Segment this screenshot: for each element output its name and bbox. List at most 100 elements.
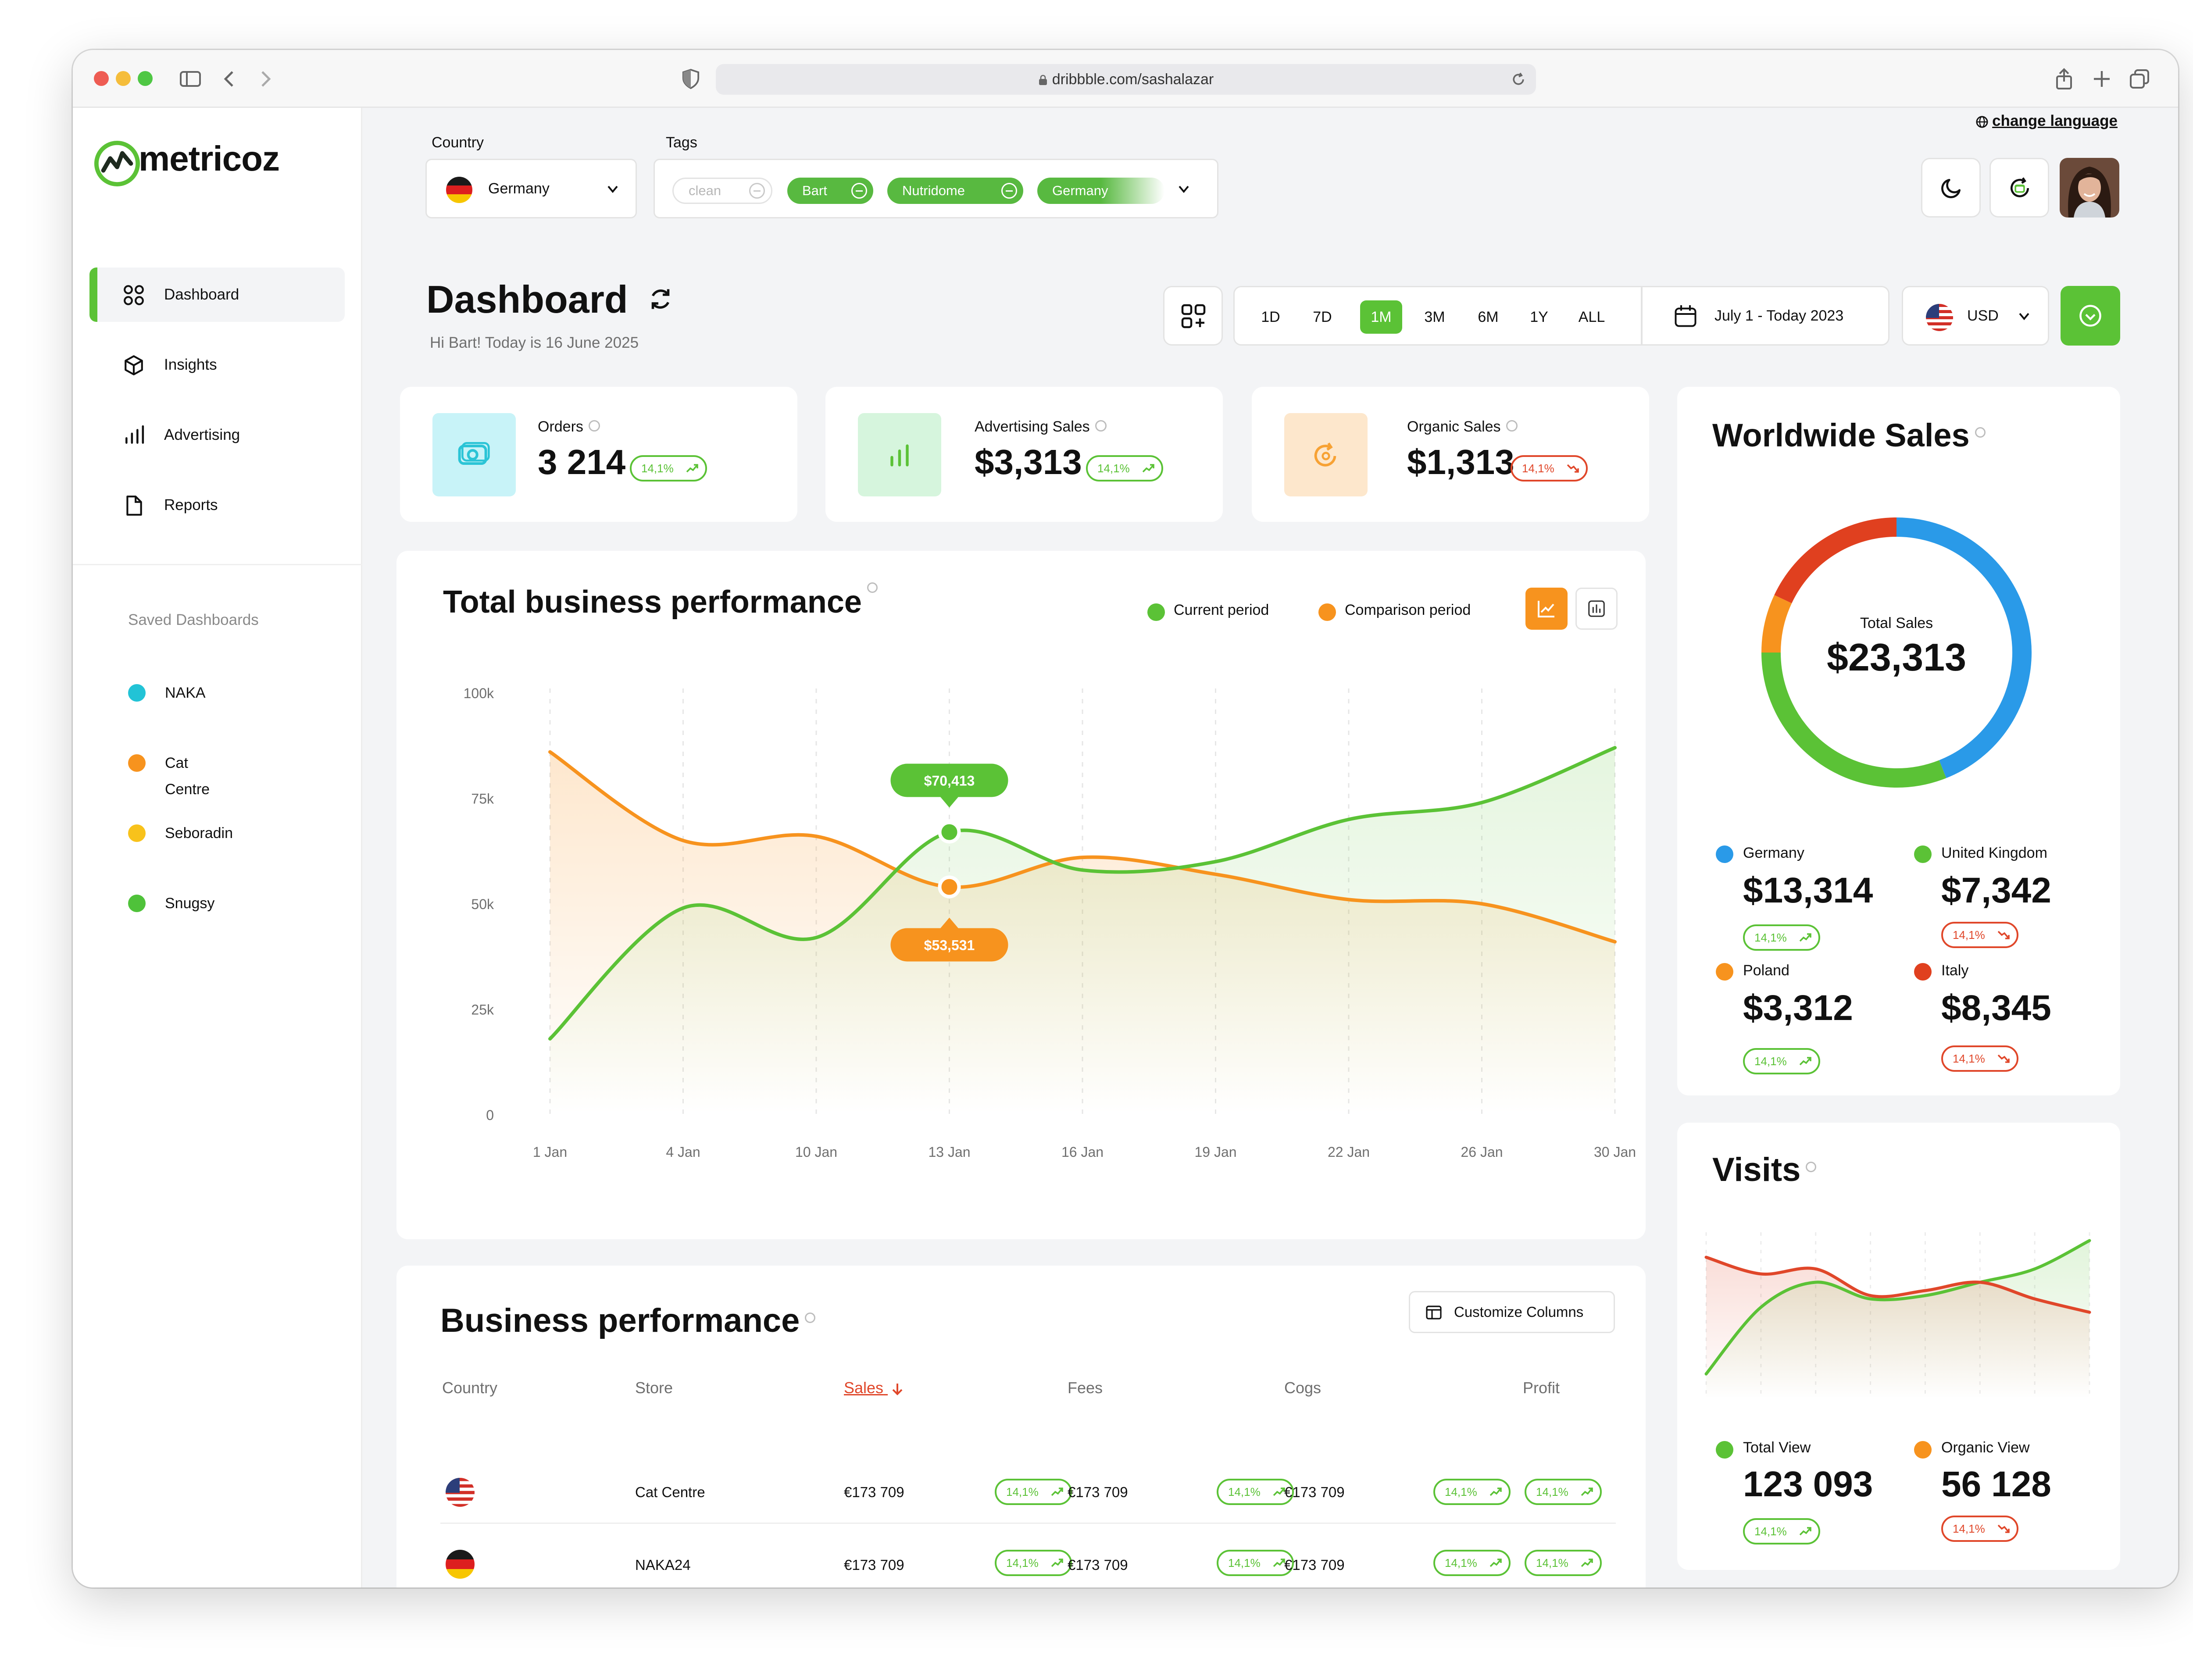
sidebar-item-insights[interactable]: Insights <box>89 338 345 392</box>
worldwide-donut-chart <box>1761 517 2032 788</box>
visits-area-organic <box>1706 1257 2089 1399</box>
refresh-icon[interactable] <box>647 286 674 312</box>
calendar-button[interactable] <box>1989 158 2049 218</box>
info-icon[interactable] <box>1095 420 1107 432</box>
sidebar-item-dashboard[interactable]: Dashboard <box>89 268 345 322</box>
metricoz-logo-icon[interactable] <box>93 139 141 188</box>
sidebar-toggle-icon[interactable] <box>179 68 202 90</box>
tag-chip-nutridome[interactable]: Nutridome <box>887 178 1023 204</box>
trend-up-icon <box>1581 1487 1593 1496</box>
column-header-fees[interactable]: Fees <box>1068 1379 1103 1397</box>
country-value: $13,314 <box>1743 870 1873 910</box>
donut-slice-germany <box>1896 517 2032 778</box>
app-name: metricoz <box>139 139 280 178</box>
tag-chip-bart[interactable]: Bart <box>787 178 873 204</box>
poland-dot <box>1716 963 1733 981</box>
period-7d-button[interactable]: 7D <box>1313 309 1332 325</box>
dark-mode-button[interactable] <box>1921 158 1981 218</box>
close-window-button[interactable] <box>94 71 109 86</box>
country-value: $7,342 <box>1941 870 2051 910</box>
period-1y-button[interactable]: 1Y <box>1530 309 1548 325</box>
business-title: Business performance <box>440 1302 816 1340</box>
change-badge: 14,1% <box>1941 1045 2018 1072</box>
back-arrow-icon[interactable] <box>220 68 238 90</box>
period-all-button[interactable]: ALL <box>1578 309 1605 325</box>
kpi-value: $1,313 <box>1407 442 1514 482</box>
date-range-picker[interactable]: July 1 - Today 2023 <box>1641 286 1889 346</box>
bars-icon <box>125 425 144 444</box>
apply-filters-button[interactable] <box>2061 286 2120 346</box>
new-tab-icon[interactable] <box>2092 68 2111 90</box>
info-icon[interactable] <box>867 582 878 593</box>
country-name: United Kingdom <box>1941 845 2047 861</box>
x-tick-label: 30 Jan <box>1594 1144 1636 1160</box>
info-icon[interactable] <box>1806 1161 1817 1172</box>
series-area-current <box>550 748 1615 1115</box>
cogs-change-badge: 14,1% <box>1433 1550 1511 1576</box>
lock-icon <box>1039 75 1047 86</box>
add-widget-button[interactable] <box>1163 286 1223 346</box>
calendar-refresh-icon <box>2011 177 2029 197</box>
remove-tag-icon[interactable] <box>1001 183 1017 199</box>
currency-select[interactable]: USD <box>1902 286 2049 346</box>
info-icon[interactable] <box>1975 427 1986 438</box>
tag-label: Germany <box>1052 183 1108 198</box>
change-language-link[interactable]: change language <box>1975 112 2118 130</box>
info-icon[interactable] <box>1506 420 1518 432</box>
change-badge: 14,1% <box>630 455 707 482</box>
info-icon[interactable] <box>588 420 600 432</box>
customize-columns-button[interactable]: Customize Columns <box>1409 1291 1615 1333</box>
italy-dot <box>1914 963 1932 981</box>
saved-dashboards-title: Saved Dashboards <box>128 611 259 628</box>
sidebar-item-label: Dashboard <box>164 286 239 303</box>
user-avatar[interactable] <box>2060 158 2119 218</box>
column-header-cogs[interactable]: Cogs <box>1284 1379 1322 1397</box>
chevron-down-icon[interactable] <box>1177 182 1191 196</box>
column-header-profit[interactable]: Profit <box>1523 1379 1560 1397</box>
remove-tag-icon[interactable] <box>851 183 867 199</box>
donut-slice-italy <box>1774 517 1897 603</box>
address-bar[interactable]: dribbble.com/sashalazar <box>716 64 1536 95</box>
trend-up-icon <box>1142 464 1154 473</box>
moon-icon <box>1941 179 1961 198</box>
columns-icon <box>1426 1305 1442 1320</box>
kpi-value: 3 214 <box>538 442 626 482</box>
column-header-store[interactable]: Store <box>635 1379 673 1397</box>
maximize-window-button[interactable] <box>138 71 153 86</box>
sidebar-item-advertising[interactable]: Advertising <box>89 408 345 462</box>
sales-cell: €173 709 <box>844 1484 904 1500</box>
share-icon[interactable] <box>2054 68 2074 90</box>
period-1d-button[interactable]: 1D <box>1261 309 1280 325</box>
saved-dashboard-label: Cat Centre <box>165 755 210 798</box>
profit-change-badge: 14,1% <box>1525 1479 1602 1505</box>
donut-slice-united-kingdom <box>1761 652 1947 788</box>
tag-chip-clean[interactable]: clean <box>672 178 772 204</box>
trend-up-icon <box>1799 933 1811 942</box>
tag-chip-germany[interactable]: Germany <box>1037 178 1164 204</box>
tags-select[interactable]: clean Bart Nutridome Germany <box>654 159 1218 218</box>
remove-tag-icon[interactable] <box>749 183 765 199</box>
period-1m-button[interactable]: 1M <box>1360 300 1402 334</box>
column-header-country[interactable]: Country <box>442 1379 498 1397</box>
sidebar-item-reports[interactable]: Reports <box>89 478 345 532</box>
legend-current-dot <box>1147 603 1165 621</box>
reload-icon[interactable] <box>1511 71 1526 87</box>
trend-up-icon <box>1581 1559 1593 1567</box>
country-select[interactable]: Germany <box>425 159 637 218</box>
info-icon[interactable] <box>805 1312 816 1323</box>
minimize-window-button[interactable] <box>116 71 131 86</box>
tab-overview-icon[interactable] <box>2129 68 2150 90</box>
column-header-sales[interactable]: Sales <box>844 1379 904 1397</box>
period-3m-button[interactable]: 3M <box>1424 309 1445 325</box>
line-chart-toggle[interactable] <box>1525 588 1568 630</box>
x-tick-label: 1 Jan <box>533 1144 567 1160</box>
forward-arrow-icon[interactable] <box>257 68 275 90</box>
bar-chart-toggle[interactable] <box>1575 588 1618 630</box>
tag-label: Nutridome <box>902 183 965 198</box>
business-performance-card: Business performance Customize Columns C… <box>396 1266 1646 1587</box>
sidebar-divider <box>73 564 362 565</box>
browser-toolbar: dribbble.com/sashalazar <box>73 50 2178 108</box>
kpi-card-orders: Orders 3 214 14,1% <box>400 387 797 522</box>
svg-text:$70,413: $70,413 <box>924 773 975 788</box>
period-6m-button[interactable]: 6M <box>1478 309 1499 325</box>
